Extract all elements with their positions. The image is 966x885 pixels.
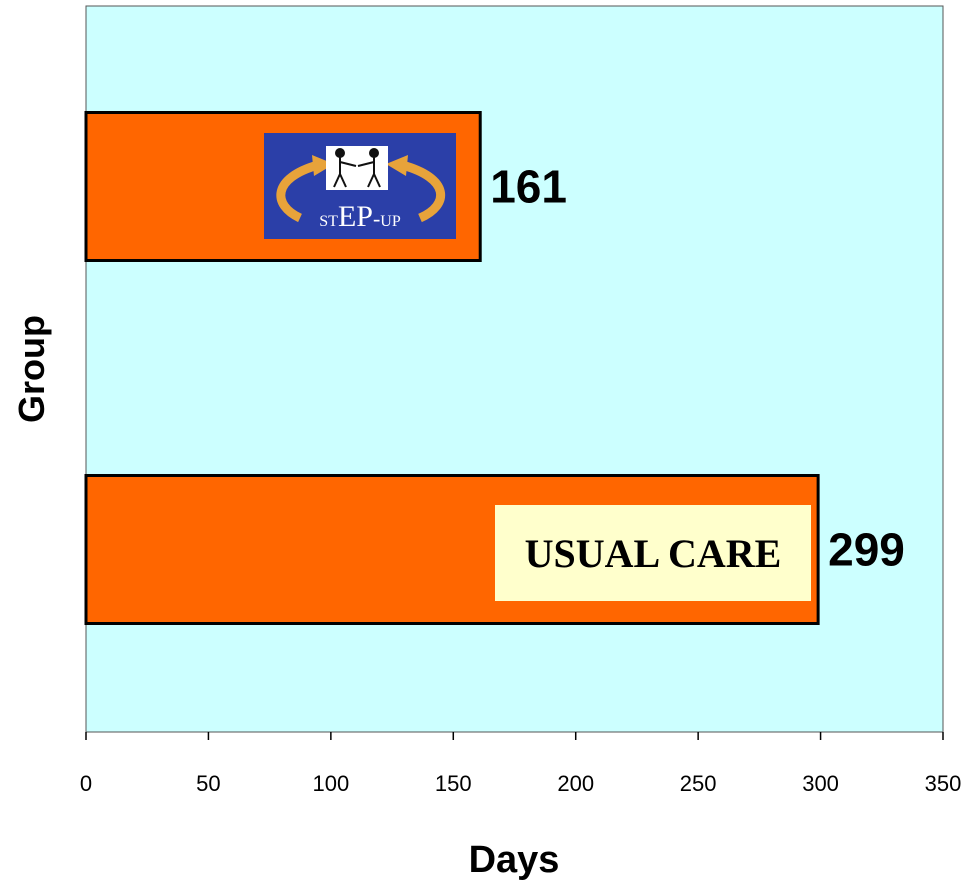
data-label: 161 [490, 161, 567, 213]
x-tick-label: 50 [196, 771, 220, 796]
x-tick-label: 100 [312, 771, 349, 796]
x-axis: 0 50 100 150 200 250 300 350 [80, 732, 961, 796]
x-tick-label: 200 [557, 771, 594, 796]
step-up-logo: STEP-UP [264, 133, 456, 239]
logo-arrow-left-icon [276, 160, 320, 223]
x-axis-title: Days [469, 839, 560, 881]
two-people-handshake-icon [333, 148, 381, 188]
data-label: 299 [828, 524, 905, 576]
x-tick-label: 0 [80, 771, 92, 796]
usual-care-label: USUAL CARE [525, 531, 782, 576]
x-tick-label: 250 [680, 771, 717, 796]
logo-arrow-right-icon [400, 160, 446, 223]
logo-wordmark: STEP-UP [319, 200, 401, 233]
usual-care-box-background [495, 505, 811, 601]
x-tick-label: 300 [802, 771, 839, 796]
logo-arrowhead-left-icon [312, 155, 334, 176]
x-tick-label: 150 [435, 771, 472, 796]
x-tick-label: 350 [925, 771, 962, 796]
usual-care-label-box: USUAL CARE [495, 505, 811, 601]
logo-arrowhead-right-icon [386, 155, 408, 176]
y-axis-title: Group [11, 315, 52, 423]
